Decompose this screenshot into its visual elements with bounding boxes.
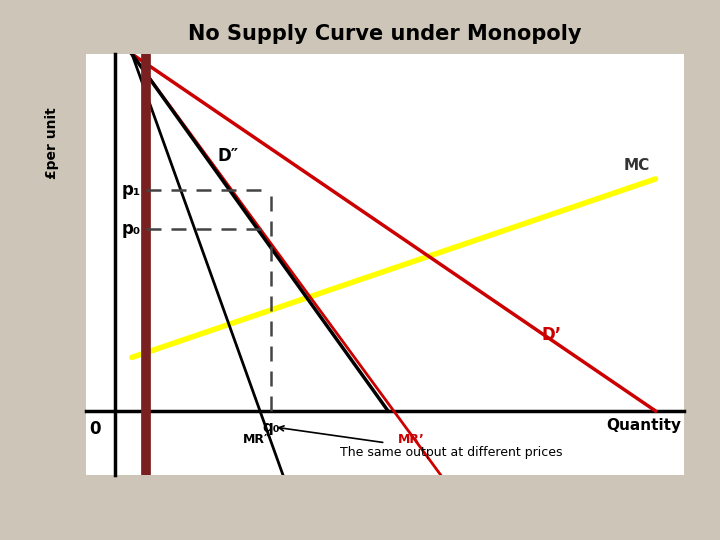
Text: 0: 0 — [89, 420, 101, 438]
Text: £per unit: £per unit — [45, 107, 59, 179]
Text: The same output at different prices: The same output at different prices — [279, 426, 562, 458]
Text: MC: MC — [624, 158, 650, 173]
Text: p₁: p₁ — [122, 181, 140, 199]
Title: No Supply Curve under Monopoly: No Supply Curve under Monopoly — [189, 24, 582, 44]
Text: MR’: MR’ — [397, 433, 424, 446]
Text: MR″: MR″ — [243, 433, 271, 446]
Text: q₀: q₀ — [263, 420, 280, 435]
Text: D’: D’ — [541, 326, 562, 343]
Text: D″: D″ — [217, 147, 238, 165]
Text: Quantity: Quantity — [606, 418, 681, 433]
Text: p₀: p₀ — [122, 220, 140, 238]
